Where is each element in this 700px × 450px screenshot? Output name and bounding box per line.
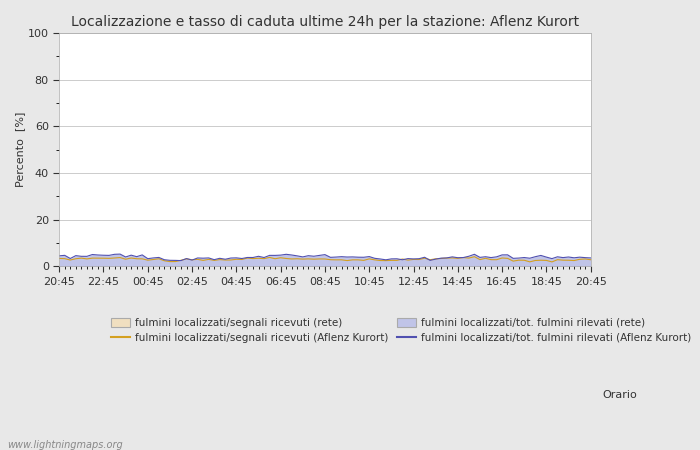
Y-axis label: Percento  [%]: Percento [%] bbox=[15, 112, 25, 187]
Text: Orario: Orario bbox=[602, 390, 637, 400]
Legend: fulmini localizzati/segnali ricevuti (rete), fulmini localizzati/segnali ricevut: fulmini localizzati/segnali ricevuti (re… bbox=[107, 314, 695, 347]
Title: Localizzazione e tasso di caduta ultime 24h per la stazione: Aflenz Kurort: Localizzazione e tasso di caduta ultime … bbox=[71, 15, 579, 29]
Text: www.lightningmaps.org: www.lightningmaps.org bbox=[7, 440, 122, 450]
